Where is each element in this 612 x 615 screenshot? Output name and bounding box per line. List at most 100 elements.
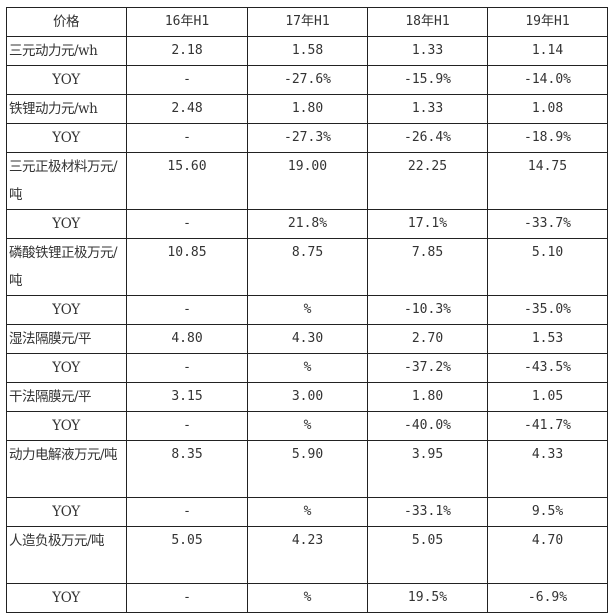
value-cell: 19.00 bbox=[247, 152, 368, 210]
price-row: 铁锂动力元/wh 2.48 1.80 1.33 1.08 bbox=[6, 94, 608, 124]
row-label: 动力电解液万元/吨 bbox=[6, 440, 127, 498]
price-table: 价格 16年H1 17年H1 18年H1 19年H1 三元动力元/wh 2.18 1… bbox=[6, 7, 608, 613]
value-cell: 1.80 bbox=[247, 94, 368, 124]
value-cell: -43.5% bbox=[487, 353, 608, 383]
value-cell: 1.33 bbox=[367, 94, 488, 124]
row-label: 湿法隔膜元/平 bbox=[6, 324, 127, 354]
header-cell: 价格 bbox=[6, 7, 127, 37]
value-cell: -37.2% bbox=[367, 353, 488, 383]
value-cell: 1.08 bbox=[487, 94, 608, 124]
row-label: YOY bbox=[6, 123, 127, 153]
header-cell: 17年H1 bbox=[247, 7, 368, 37]
yoy-row: YOY -% -37.2% -43.5% bbox=[6, 353, 608, 383]
value-cell: 3.95 bbox=[367, 440, 488, 498]
value-cell: 2.48 bbox=[126, 94, 248, 124]
value-cell: 4.23 bbox=[247, 526, 368, 584]
value-cell: -35.0% bbox=[487, 295, 608, 325]
row-label: YOY bbox=[6, 295, 127, 325]
value-cell: - bbox=[126, 411, 248, 441]
price-row: 三元动力元/wh 2.18 1.58 1.33 1.14 bbox=[6, 36, 608, 66]
value-cell: % bbox=[247, 295, 368, 325]
header-cell: 19年H1 bbox=[487, 7, 608, 37]
value-cell: 22.25 bbox=[367, 152, 488, 210]
value-cell: - bbox=[126, 65, 248, 95]
value-cell: -26.4% bbox=[367, 123, 488, 153]
yoy-row: YOY -% -33.1% 9.5% bbox=[6, 497, 608, 527]
row-label: 磷酸铁锂正极万元/吨 bbox=[6, 238, 127, 296]
value-cell: -10.3% bbox=[367, 295, 488, 325]
value-cell: 19.5% bbox=[367, 583, 488, 613]
value-cell: - bbox=[126, 583, 248, 613]
value-cell: -14.0% bbox=[487, 65, 608, 95]
value-cell: 3.00 bbox=[247, 382, 368, 412]
value-cell: - bbox=[126, 497, 248, 527]
value-cell: % bbox=[247, 497, 368, 527]
header-cell: 18年H1 bbox=[367, 7, 488, 37]
value-cell: 7.85 bbox=[367, 238, 488, 296]
value-cell: 5.10 bbox=[487, 238, 608, 296]
row-label: 铁锂动力元/wh bbox=[6, 94, 127, 124]
value-cell: 8.35 bbox=[126, 440, 248, 498]
value-cell: 1.05 bbox=[487, 382, 608, 412]
value-cell: 5.05 bbox=[126, 526, 248, 584]
value-cell: -41.7% bbox=[487, 411, 608, 441]
row-label: 人造负极万元/吨 bbox=[6, 526, 127, 584]
value-cell: 17.1% bbox=[367, 209, 488, 239]
value-cell: 4.33 bbox=[487, 440, 608, 498]
value-cell: - bbox=[126, 209, 248, 239]
price-row: 人造负极万元/吨 5.05 4.23 5.05 4.70 bbox=[6, 526, 608, 584]
row-label: YOY bbox=[6, 583, 127, 613]
value-cell: 9.5% bbox=[487, 497, 608, 527]
header-cell: 16年H1 bbox=[126, 7, 248, 37]
value-cell: -33.7% bbox=[487, 209, 608, 239]
value-cell: 14.75 bbox=[487, 152, 608, 210]
row-label: YOY bbox=[6, 353, 127, 383]
value-cell: - bbox=[126, 295, 248, 325]
row-label: YOY bbox=[6, 209, 127, 239]
value-cell: 5.05 bbox=[367, 526, 488, 584]
row-label: 三元动力元/wh bbox=[6, 36, 127, 66]
value-cell: 5.90 bbox=[247, 440, 368, 498]
yoy-row: YOY -% -10.3% -35.0% bbox=[6, 295, 608, 325]
header-row: 价格 16年H1 17年H1 18年H1 19年H1 bbox=[6, 7, 608, 37]
row-label: 三元正极材料万元/吨 bbox=[6, 152, 127, 210]
value-cell: -27.3% bbox=[247, 123, 368, 153]
value-cell: 1.80 bbox=[367, 382, 488, 412]
value-cell: -15.9% bbox=[367, 65, 488, 95]
value-cell: 3.15 bbox=[126, 382, 248, 412]
value-cell: -18.9% bbox=[487, 123, 608, 153]
yoy-row: YOY -21.8% 17.1% -33.7% bbox=[6, 209, 608, 239]
value-cell: - bbox=[126, 123, 248, 153]
row-label: 干法隔膜元/平 bbox=[6, 382, 127, 412]
yoy-row: YOY -% -40.0% -41.7% bbox=[6, 411, 608, 441]
value-cell: 1.33 bbox=[367, 36, 488, 66]
yoy-row: YOY - -27.6% -15.9% -14.0% bbox=[6, 65, 608, 95]
price-row: 磷酸铁锂正极万元/吨 10.85 8.75 7.85 5.10 bbox=[6, 238, 608, 296]
value-cell: 4.30 bbox=[247, 324, 368, 354]
value-cell: % bbox=[247, 411, 368, 441]
yoy-row: YOY - -27.3% -26.4% -18.9% bbox=[6, 123, 608, 153]
value-cell: -33.1% bbox=[367, 497, 488, 527]
price-row: 动力电解液万元/吨 8.35 5.90 3.95 4.33 bbox=[6, 440, 608, 498]
row-label: YOY bbox=[6, 411, 127, 441]
value-cell: -6.9% bbox=[487, 583, 608, 613]
value-cell: 2.18 bbox=[126, 36, 248, 66]
value-cell: 1.58 bbox=[247, 36, 368, 66]
yoy-row: YOY -% 19.5% -6.9% bbox=[6, 583, 608, 613]
value-cell: 8.75 bbox=[247, 238, 368, 296]
value-cell: 4.80 bbox=[126, 324, 248, 354]
value-cell: % bbox=[247, 353, 368, 383]
value-cell: 1.53 bbox=[487, 324, 608, 354]
row-label: YOY bbox=[6, 497, 127, 527]
price-row: 干法隔膜元/平 3.15 3.00 1.80 1.05 bbox=[6, 382, 608, 412]
value-cell: -27.6% bbox=[247, 65, 368, 95]
value-cell: 2.70 bbox=[367, 324, 488, 354]
value-cell: 10.85 bbox=[126, 238, 248, 296]
value-cell: - bbox=[126, 353, 248, 383]
row-label: YOY bbox=[6, 65, 127, 95]
value-cell: -40.0% bbox=[367, 411, 488, 441]
price-row: 湿法隔膜元/平 4.80 4.30 2.70 1.53 bbox=[6, 324, 608, 354]
value-cell: 21.8% bbox=[247, 209, 368, 239]
value-cell: 15.60 bbox=[126, 152, 248, 210]
value-cell: 4.70 bbox=[487, 526, 608, 584]
